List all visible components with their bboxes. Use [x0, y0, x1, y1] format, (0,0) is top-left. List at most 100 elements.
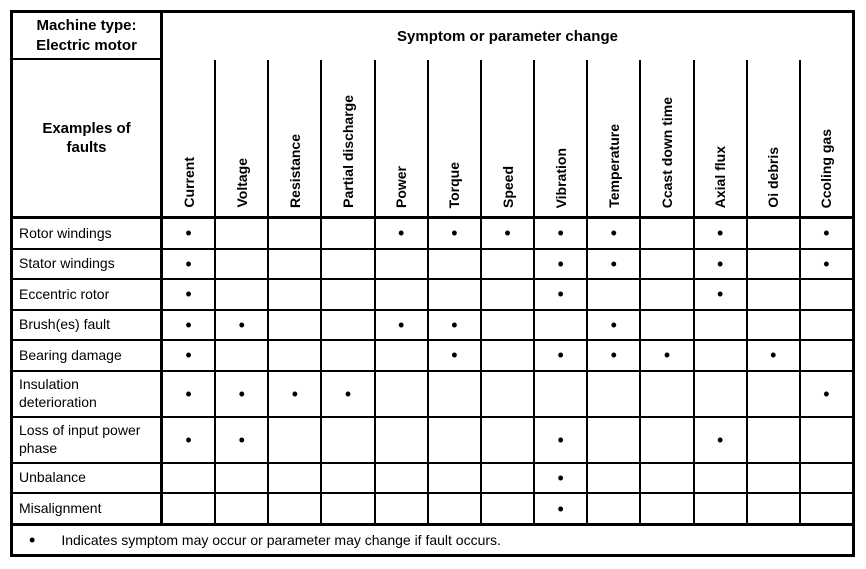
matrix-cell-brush-es-fault-resistance [267, 310, 320, 339]
table-row-bearing-damage: Bearing damage • • • • • • [13, 339, 852, 370]
matrix-cell-misalignment-axial-flux [692, 494, 746, 523]
matrix-cell-brush-es-fault-voltage: • [214, 310, 267, 339]
matrix-cell-unbalance-torque [426, 463, 480, 493]
row-cells: • • • • • [163, 371, 852, 416]
dot-icon: • [504, 223, 511, 244]
dot-icon: • [823, 383, 830, 404]
matrix-cell-rotor-windings-ccast-down-time [639, 219, 692, 248]
column-header-label: Resistance [286, 134, 303, 208]
column-header-label: Power [393, 165, 410, 208]
fault-label: Unbalance [13, 463, 163, 493]
dot-icon: • [716, 284, 724, 305]
row-cells: • • • • • • [163, 341, 852, 370]
column-header-temperature: Temperature [586, 60, 639, 216]
table-body: Rotor windings • • • • • • • • Stator windings • • •… [13, 219, 852, 523]
column-header-label: Temperature [605, 124, 622, 208]
table-header: Machine type: Electric motor Examples of… [13, 13, 852, 219]
matrix-cell-loss-of-input-power-phase-axial-flux: • [692, 417, 746, 462]
matrix-cell-unbalance-speed [479, 463, 533, 493]
matrix-cell-stator-windings-resistance [267, 249, 320, 278]
column-header-axial-flux: Axial flux [692, 60, 746, 216]
matrix-cell-loss-of-input-power-phase-partial-discharge [320, 417, 373, 462]
matrix-cell-brush-es-fault-ccast-down-time [639, 310, 692, 339]
dot-icon: • [610, 345, 617, 366]
dot-icon: • [398, 314, 405, 335]
matrix-cell-bearing-damage-axial-flux [692, 341, 746, 370]
table-row-unbalance: Unbalance • [13, 461, 852, 493]
matrix-cell-eccentric-rotor-axial-flux: • [692, 280, 746, 309]
matrix-cell-brush-es-fault-partial-discharge [320, 310, 373, 339]
fault-label: Stator windings [13, 249, 163, 278]
matrix-cell-stator-windings-oi-debris [745, 249, 799, 278]
dot-icon: • [451, 314, 458, 335]
column-header-label: Current [180, 157, 197, 208]
matrix-cell-rotor-windings-speed: • [479, 219, 533, 248]
matrix-cell-misalignment-resistance [267, 494, 320, 523]
machine-type-header: Machine type: Electric motor [13, 13, 160, 60]
dot-icon: • [663, 345, 671, 366]
matrix-cell-misalignment-voltage [214, 494, 267, 523]
column-header-label: Voltage [233, 158, 250, 208]
matrix-cell-rotor-windings-current: • [163, 219, 214, 248]
dot-icon: • [557, 223, 564, 244]
matrix-cell-misalignment-torque [426, 494, 480, 523]
matrix-cell-bearing-damage-oi-debris: • [745, 341, 799, 370]
matrix-cell-rotor-windings-oi-debris [745, 219, 799, 248]
matrix-cell-bearing-damage-current: • [163, 341, 214, 370]
row-axis-header-line2: faults [66, 139, 107, 156]
matrix-cell-brush-es-fault-axial-flux [692, 310, 746, 339]
matrix-cell-insulation-deterioration-speed [479, 371, 533, 416]
matrix-cell-misalignment-power [373, 494, 427, 523]
column-header-label: Partial discharge [340, 95, 357, 208]
column-header-label: Oi debris [765, 147, 782, 208]
matrix-cell-eccentric-rotor-power [373, 280, 427, 309]
matrix-cell-insulation-deterioration-torque [426, 371, 480, 416]
matrix-cell-misalignment-speed [479, 494, 533, 523]
matrix-cell-brush-es-fault-power: • [373, 310, 427, 339]
matrix-cell-loss-of-input-power-phase-vibration: • [533, 417, 586, 462]
column-header-label: Speed [499, 165, 516, 208]
matrix-cell-brush-es-fault-oi-debris [745, 310, 799, 339]
matrix-cell-stator-windings-speed [479, 249, 533, 278]
table-row-brush-es-fault: Brush(es) fault • • • • • [13, 308, 852, 340]
matrix-cell-insulation-deterioration-ccoling-gas: • [798, 371, 852, 416]
row-cells: • • • [163, 280, 852, 309]
matrix-cell-brush-es-fault-current: • [163, 311, 214, 340]
dot-icon: • [557, 429, 564, 450]
dot-icon: • [185, 345, 192, 366]
matrix-cell-insulation-deterioration-power [373, 371, 427, 416]
dot-icon: • [557, 345, 564, 366]
footnote-text: Indicates symptom may occur or parameter… [61, 532, 501, 548]
fault-label: Rotor windings [13, 219, 163, 248]
fault-label: Eccentric rotor [13, 280, 163, 309]
dot-icon: • [451, 345, 458, 366]
dot-icon: • [823, 253, 830, 274]
dot-icon: • [185, 253, 192, 274]
matrix-cell-insulation-deterioration-current: • [163, 372, 214, 416]
dot-icon: • [185, 223, 192, 244]
dot-icon: • [398, 223, 405, 244]
dot-icon: • [291, 383, 299, 404]
table-row-rotor-windings: Rotor windings • • • • • • • • [13, 219, 852, 248]
matrix-cell-eccentric-rotor-current: • [163, 280, 214, 309]
dot-icon: • [823, 223, 830, 244]
dot-icon: • [238, 383, 245, 404]
corner-header: Machine type: Electric motor Examples of… [13, 13, 163, 216]
dot-icon: • [716, 253, 724, 274]
dot-icon: • [185, 383, 192, 404]
row-cells: • • • • • • • • [163, 219, 852, 248]
matrix-cell-bearing-damage-ccast-down-time: • [639, 341, 692, 370]
matrix-cell-stator-windings-partial-discharge [320, 249, 373, 278]
matrix-cell-unbalance-partial-discharge [320, 463, 373, 493]
matrix-cell-loss-of-input-power-phase-power [373, 417, 427, 462]
row-cells: • [163, 463, 852, 493]
matrix-cell-bearing-damage-speed [479, 341, 533, 370]
column-header-label: Ccast down time [658, 96, 675, 208]
dot-icon: • [185, 284, 192, 305]
column-header-power: Power [373, 60, 427, 216]
matrix-cell-stator-windings-voltage [214, 249, 267, 278]
matrix-cell-stator-windings-torque [426, 249, 480, 278]
column-header-partial-discharge: Partial discharge [320, 60, 373, 216]
dot-icon: • [610, 253, 617, 274]
